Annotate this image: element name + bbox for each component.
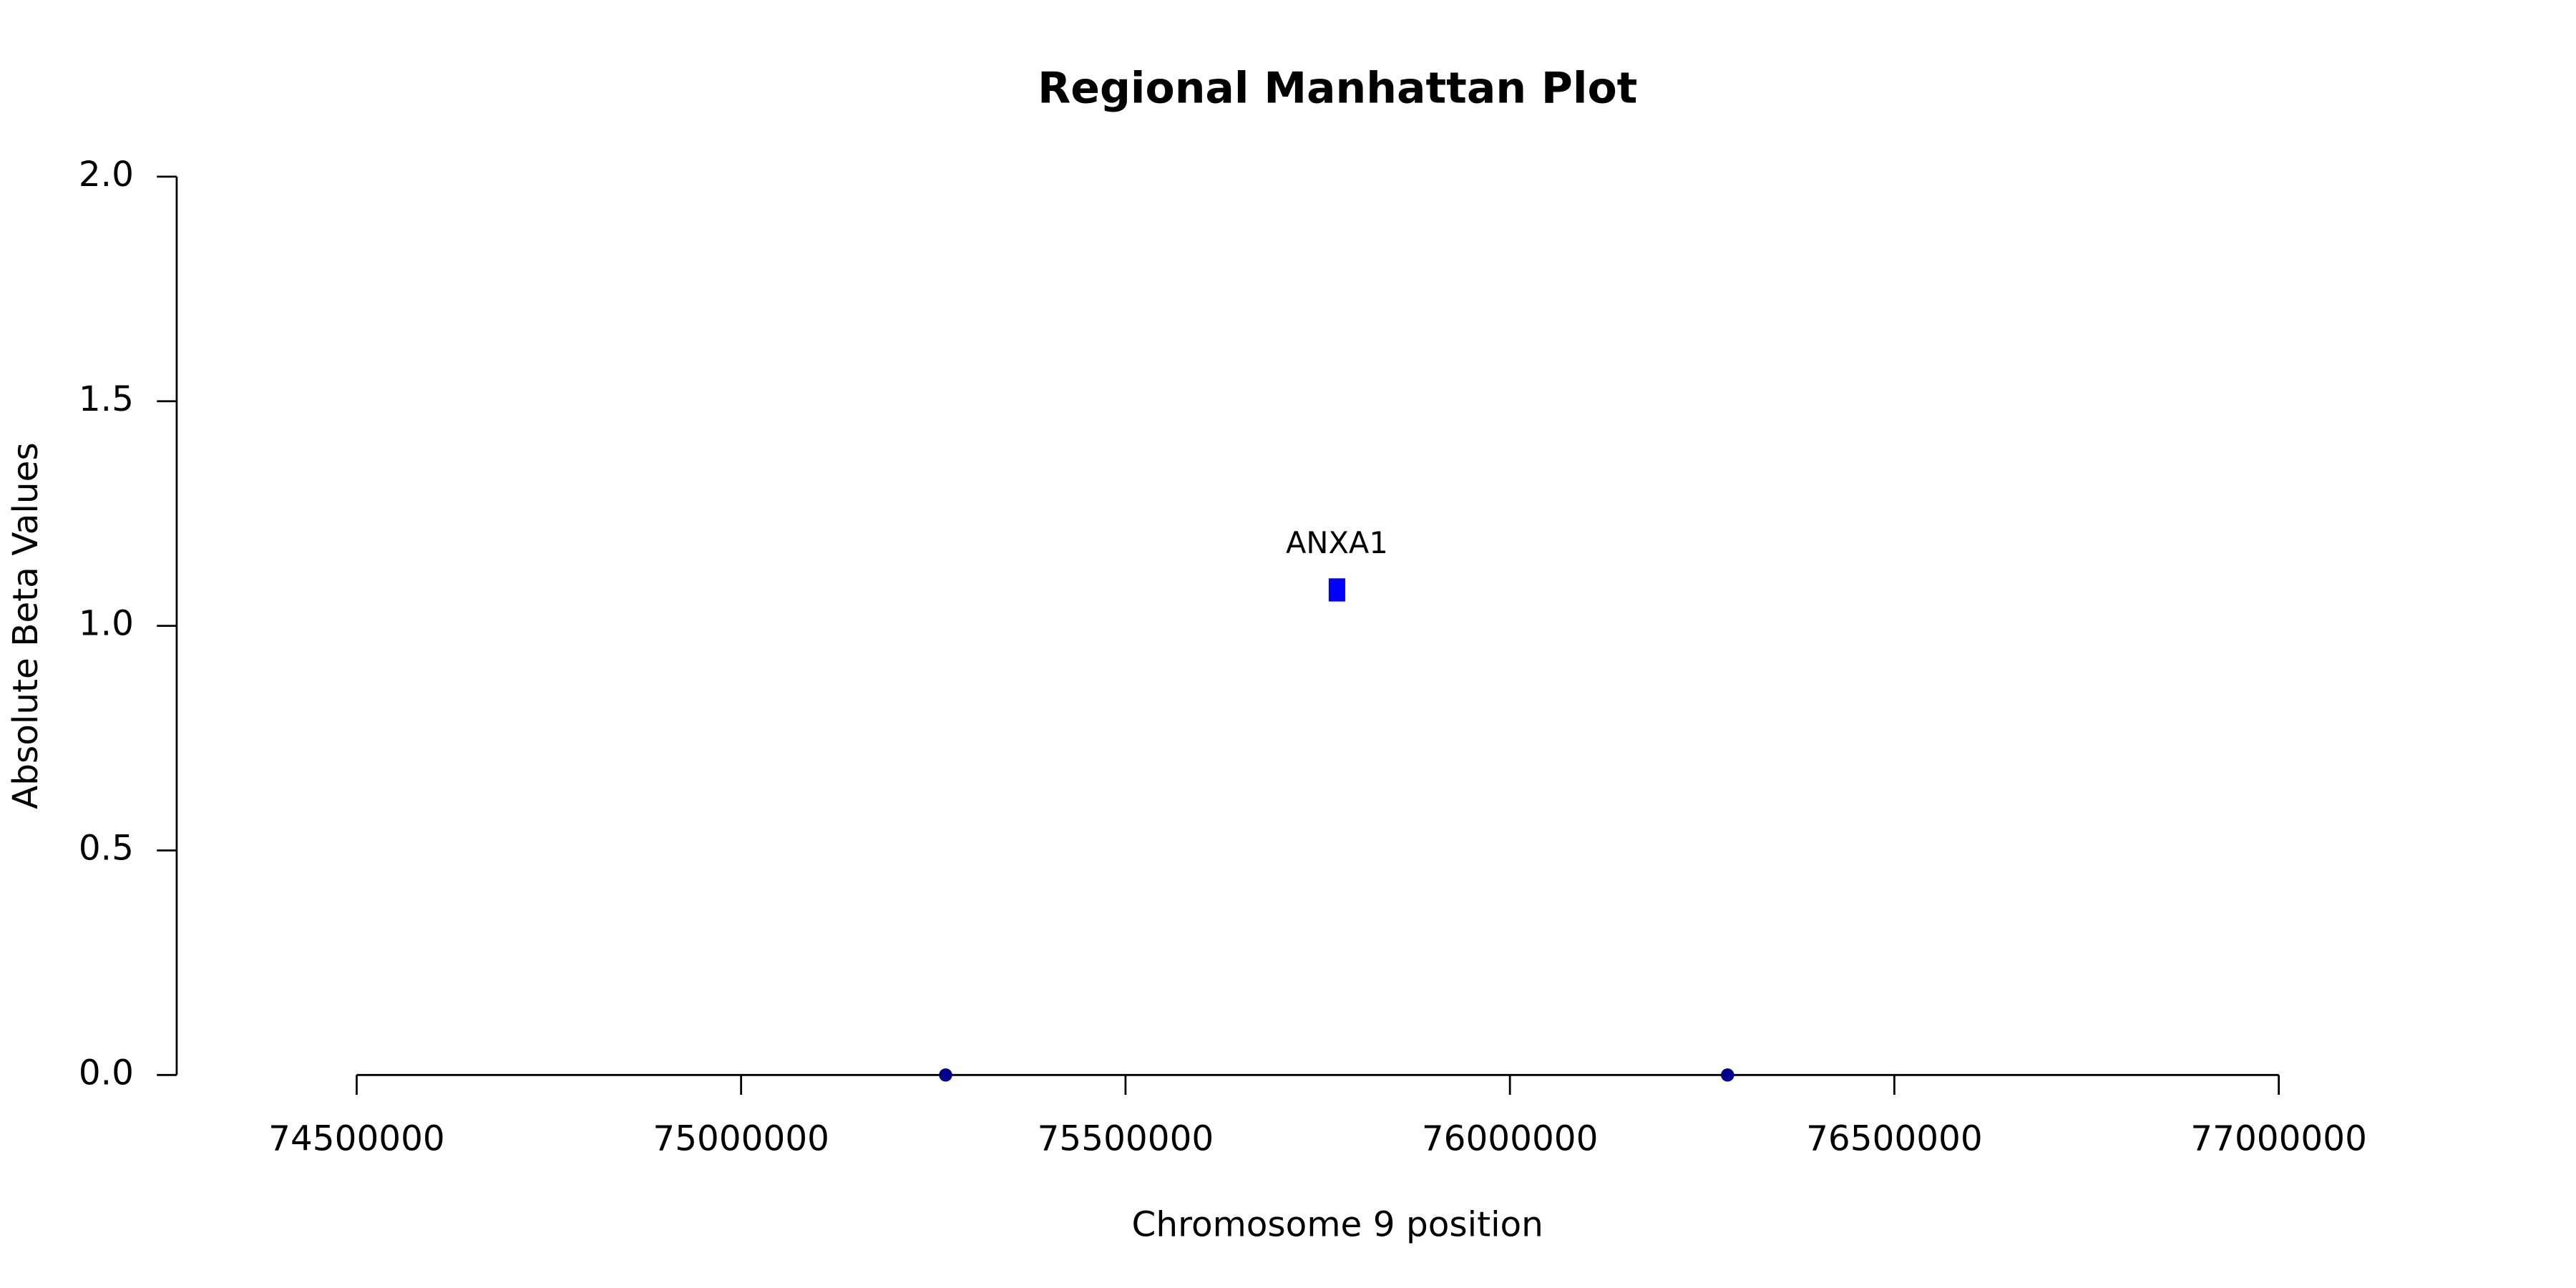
- x-axis-label: Chromosome 9 position: [1132, 1205, 1543, 1245]
- point: [1720, 1068, 1735, 1082]
- x-tick-label: 76500000: [1806, 1119, 1983, 1159]
- point-label: ANXA1: [1286, 525, 1388, 560]
- chart-title: Regional Manhattan Plot: [1038, 64, 1637, 114]
- y-axis-label: Absolute Beta Values: [6, 442, 46, 809]
- y-tick-label: 0.5: [79, 828, 134, 868]
- x-tick-label: 74500000: [268, 1119, 445, 1159]
- x-tick-label: 75000000: [653, 1119, 829, 1159]
- point: [1328, 578, 1345, 602]
- x-tick-label: 76000000: [1422, 1119, 1599, 1159]
- y-tick-label: 0.0: [79, 1053, 134, 1093]
- y-tick-label: 1.0: [79, 604, 134, 644]
- y-tick-label: 2.0: [79, 155, 134, 195]
- point: [939, 1068, 952, 1082]
- x-tick-label: 75500000: [1038, 1119, 1214, 1159]
- x-tick-label: 77000000: [2190, 1119, 2367, 1159]
- y-tick-label: 1.5: [79, 379, 134, 419]
